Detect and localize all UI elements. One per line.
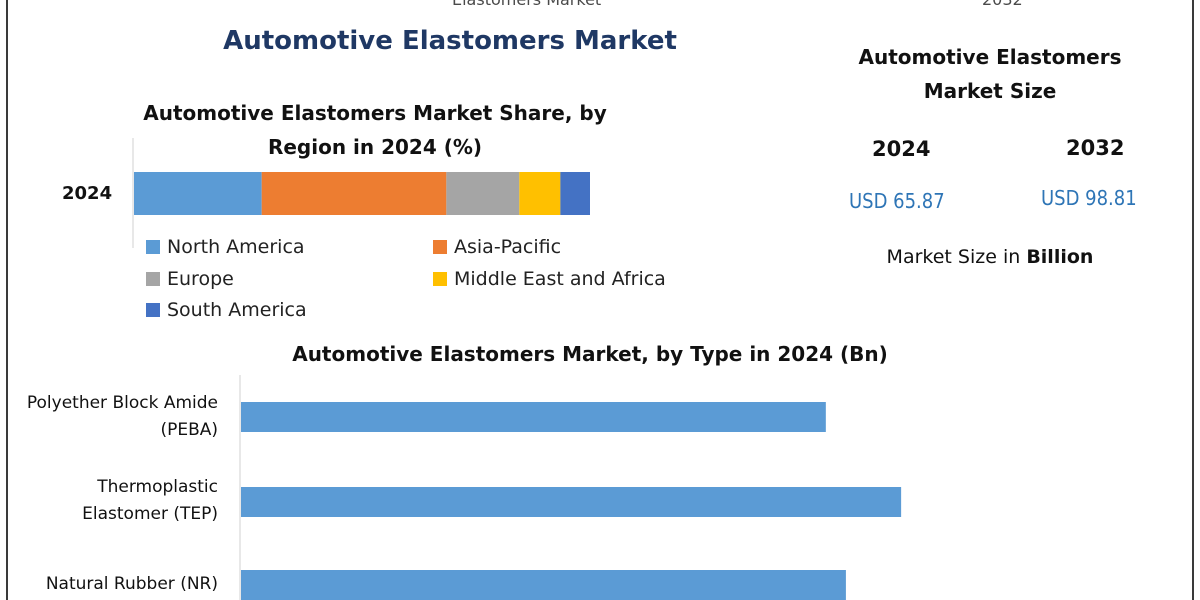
- legend-label: Europe: [167, 268, 234, 290]
- legend-swatch: [433, 272, 447, 286]
- region-bar-north-america: [134, 172, 262, 215]
- unit-prefix: Market Size in: [886, 246, 1021, 268]
- type-category-label: Thermoplastic Elastomer (TEP): [82, 477, 218, 524]
- legend-label: South America: [167, 299, 307, 321]
- region-bar-europe: [446, 172, 520, 215]
- region-bar-asia-pacific: [261, 172, 447, 215]
- legend-swatch: [146, 272, 160, 286]
- market-size-year-2024: 2024: [872, 137, 931, 161]
- cropped-header-text: Elastomers Market: [452, 0, 601, 9]
- type-category-label: Natural Rubber (NR): [45, 574, 218, 594]
- market-size-title: Automotive Elastomers Market Size: [858, 45, 1122, 103]
- region-category-label: 2024: [62, 183, 113, 204]
- type-category-label: Polyether Block Amide (PEBA): [26, 393, 218, 440]
- unit-bold: Billion: [1026, 246, 1094, 268]
- legend-item-middle-east-and-africa: Middle East and Africa: [433, 268, 666, 290]
- legend-item-asia-pacific: Asia-Pacific: [433, 236, 561, 258]
- page-title: Automotive Elastomers Market: [223, 26, 677, 56]
- cropped-header-year: 2032: [982, 0, 1023, 9]
- market-size-year-2032: 2032: [1066, 136, 1125, 160]
- legend-item-europe: Europe: [146, 268, 234, 290]
- region-chart-title: Automotive Elastomers Market Share, by R…: [143, 101, 607, 159]
- legend-label: North America: [167, 236, 305, 258]
- type-chart-title: Automotive Elastomers Market, by Type in…: [292, 342, 888, 366]
- legend-label: Asia-Pacific: [454, 236, 562, 258]
- legend-swatch: [433, 240, 447, 254]
- region-bar-middle-east-and-africa: [519, 172, 561, 215]
- legend-swatch: [146, 240, 160, 254]
- market-size-value-2032: USD 98.81: [1041, 186, 1137, 210]
- region-chart: [132, 138, 590, 248]
- type-bar-1: [241, 402, 826, 432]
- market-size-unit: Market Size in Billion: [830, 246, 1150, 268]
- legend-item-north-america: North America: [146, 236, 305, 258]
- market-size-value-2024: USD 65.87: [849, 189, 945, 213]
- type-chart: [239, 375, 902, 600]
- type-bar-3: [241, 570, 846, 600]
- legend-item-south-america: South America: [146, 299, 307, 321]
- type-bar-2: [241, 487, 902, 517]
- region-bar-south-america: [560, 172, 590, 215]
- legend-swatch: [146, 303, 160, 317]
- legend-label: Middle East and Africa: [454, 268, 666, 290]
- figure-frame: [6, 0, 1194, 600]
